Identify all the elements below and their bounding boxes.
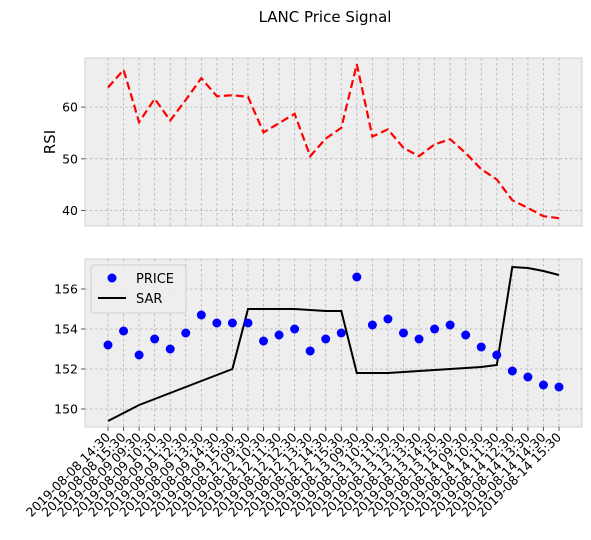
price-point — [196, 310, 206, 320]
price-point — [119, 326, 129, 336]
price-ytick-label: 152 — [54, 362, 78, 377]
price-point — [336, 328, 346, 338]
price-point — [243, 318, 253, 328]
price-point — [523, 372, 533, 382]
legend: PRICE SAR — [90, 264, 187, 314]
price-point — [492, 350, 502, 360]
rsi-plot-area — [84, 57, 583, 227]
price-point — [290, 324, 300, 334]
price-point — [414, 334, 424, 344]
price-point — [321, 334, 331, 344]
price-point — [461, 330, 471, 340]
price-point — [445, 320, 455, 330]
price-point — [554, 382, 564, 392]
rsi-panel: 40 50 60 RSI — [41, 57, 583, 227]
legend-price-marker — [107, 273, 117, 283]
price-point — [507, 366, 517, 376]
sar-line — [107, 265, 560, 422]
price-point — [103, 340, 113, 350]
rsi-ytick-label: 40 — [62, 203, 78, 218]
rsi-ytick-label: 50 — [62, 151, 78, 166]
price-point — [538, 380, 548, 390]
price-point — [383, 314, 393, 324]
price-ytick-label: 154 — [54, 322, 78, 337]
legend-sar-label: SAR — [136, 292, 162, 307]
price-point — [259, 336, 269, 346]
price-point — [305, 346, 315, 356]
price-point — [274, 330, 284, 340]
price-point — [352, 272, 362, 282]
price-point — [398, 328, 408, 338]
price-point — [476, 342, 486, 352]
price-point — [227, 318, 237, 328]
price-point — [150, 334, 160, 344]
price-ytick-label: 150 — [54, 402, 78, 417]
price-point — [430, 324, 440, 334]
chart-title: LANC Price Signal — [259, 8, 392, 26]
rsi-axis-label: RSI — [41, 130, 59, 154]
price-point — [212, 318, 222, 328]
price-point — [367, 320, 377, 330]
price-ytick-label: 156 — [54, 282, 78, 297]
price-point — [181, 328, 191, 338]
rsi-ytick-label: 60 — [62, 100, 78, 115]
price-point — [134, 350, 144, 360]
price-point — [165, 344, 175, 354]
legend-price-label: PRICE — [136, 272, 174, 287]
